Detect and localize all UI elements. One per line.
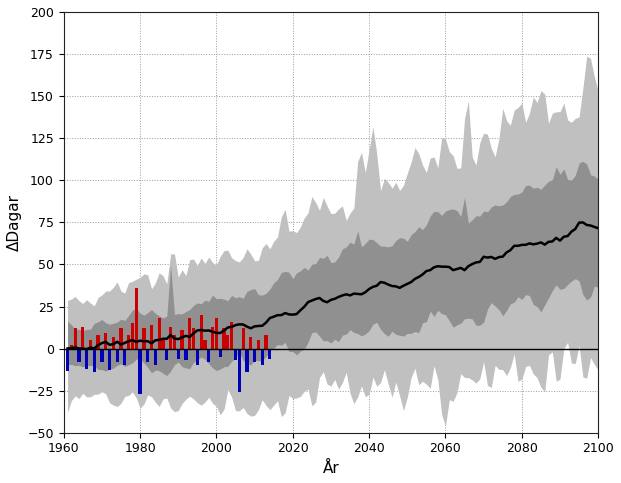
- Bar: [150, 325, 153, 349]
- Bar: [176, 349, 180, 359]
- Bar: [112, 337, 115, 349]
- Bar: [158, 318, 161, 349]
- Bar: [104, 333, 107, 349]
- Bar: [192, 328, 195, 349]
- Bar: [161, 340, 165, 349]
- Bar: [123, 349, 127, 366]
- Bar: [131, 323, 134, 349]
- Bar: [257, 340, 260, 349]
- Bar: [70, 345, 73, 349]
- Bar: [146, 349, 149, 362]
- Bar: [268, 349, 271, 359]
- Bar: [226, 335, 230, 349]
- Bar: [261, 349, 264, 366]
- Bar: [108, 349, 111, 370]
- Bar: [169, 327, 172, 349]
- Bar: [78, 349, 81, 362]
- Y-axis label: ΔDagar: ΔDagar: [7, 194, 22, 251]
- Bar: [203, 340, 207, 349]
- Bar: [85, 349, 88, 369]
- Bar: [211, 327, 214, 349]
- Bar: [96, 335, 100, 349]
- Bar: [245, 349, 248, 372]
- Bar: [219, 349, 222, 357]
- Bar: [154, 349, 157, 366]
- Bar: [116, 349, 119, 362]
- Bar: [165, 349, 168, 360]
- Bar: [242, 328, 245, 349]
- Bar: [188, 318, 191, 349]
- X-axis label: År: År: [322, 461, 339, 476]
- Bar: [173, 335, 176, 349]
- Bar: [100, 349, 104, 362]
- Bar: [234, 349, 237, 360]
- Bar: [249, 337, 252, 349]
- Bar: [207, 349, 211, 362]
- Bar: [93, 349, 96, 372]
- Bar: [73, 328, 77, 349]
- Bar: [181, 330, 184, 349]
- Bar: [238, 349, 241, 392]
- Bar: [253, 349, 256, 362]
- Bar: [138, 349, 142, 394]
- Bar: [119, 328, 122, 349]
- Bar: [127, 335, 130, 349]
- Bar: [66, 349, 69, 371]
- Bar: [265, 335, 268, 349]
- Bar: [135, 288, 138, 349]
- Bar: [196, 349, 199, 366]
- Bar: [215, 318, 218, 349]
- Bar: [89, 340, 92, 349]
- Bar: [199, 315, 203, 349]
- Bar: [222, 328, 225, 349]
- Bar: [81, 327, 84, 349]
- Bar: [230, 322, 233, 349]
- Bar: [184, 349, 188, 360]
- Bar: [142, 328, 145, 349]
